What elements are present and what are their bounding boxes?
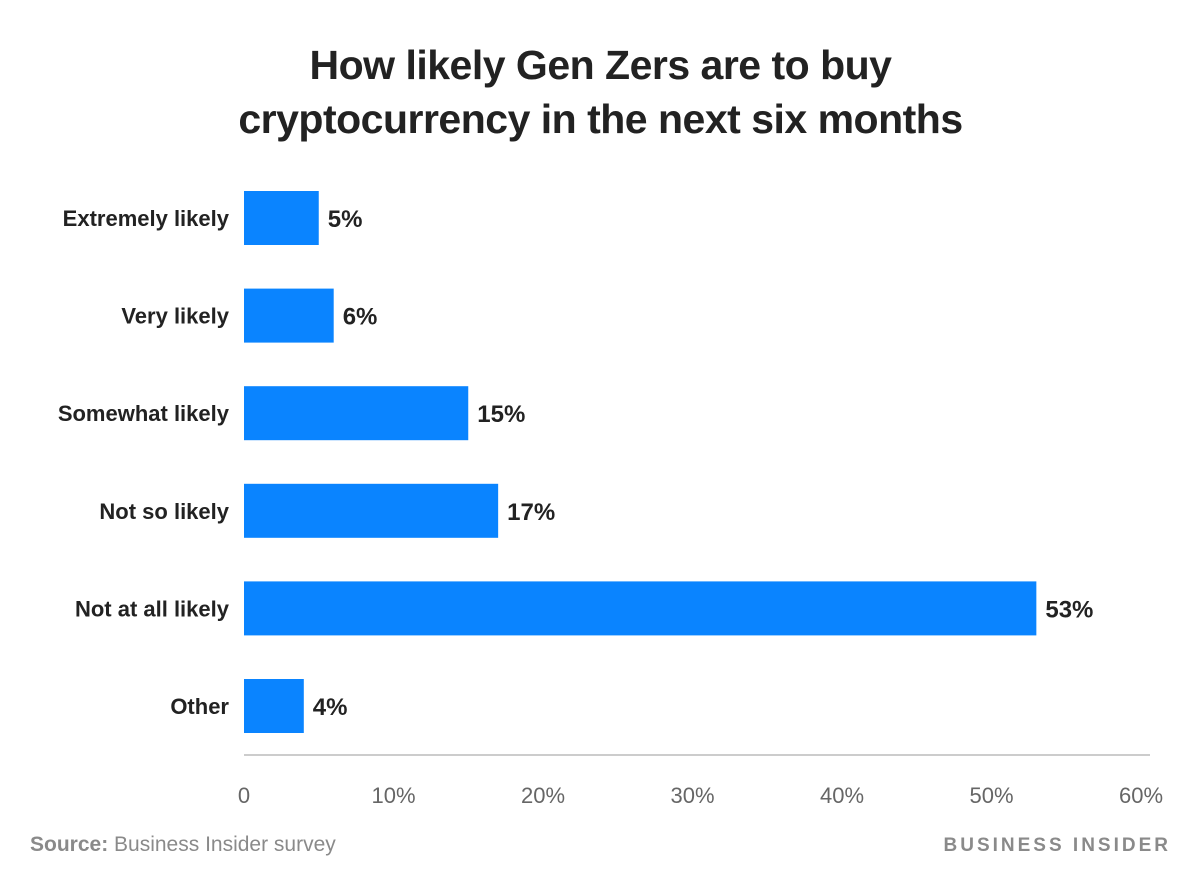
x-tick-label: 30% [670, 783, 714, 808]
source-note: Source: Business Insider survey [30, 833, 336, 857]
x-axis-ticks: 0 10% 20% 30% 40% 50% 60% [238, 783, 1163, 808]
source-text: Business Insider survey [108, 833, 336, 856]
category-label: Extremely likely [63, 206, 230, 231]
x-tick-label: 0 [238, 783, 250, 808]
data-label: 53% [1045, 596, 1093, 623]
category-label: Somewhat likely [58, 401, 230, 426]
chart-title: How likely Gen Zers are to buy cryptocur… [0, 38, 1201, 146]
bars-layer: Extremely likely 5% Very likely 6% Somewhat … [58, 191, 1093, 733]
category-label: Not at all likely [75, 596, 230, 621]
data-label: 15% [477, 401, 525, 428]
x-tick-label: 10% [371, 783, 415, 808]
x-tick-label: 40% [820, 783, 864, 808]
x-tick-label: 60% [1119, 783, 1163, 808]
category-label: Not so likely [99, 499, 229, 524]
bar [244, 483, 499, 538]
category-label: Other [170, 694, 229, 719]
data-label: 17% [507, 499, 555, 526]
chart-title-line-1: How likely Gen Zers are to buy [309, 42, 892, 88]
data-label: 6% [343, 304, 378, 331]
bar [244, 386, 469, 441]
bar [244, 581, 1037, 636]
chart-title-line-2: cryptocurrency in the next six months [238, 96, 963, 142]
data-label: 4% [313, 694, 348, 721]
x-tick-label: 50% [969, 783, 1013, 808]
category-label: Very likely [121, 304, 229, 329]
bar [244, 679, 304, 733]
source-label: Source: [30, 833, 109, 856]
data-label: 5% [328, 206, 363, 233]
brand-logo: BUSINESS INSIDER [943, 835, 1171, 856]
bar [244, 288, 334, 343]
bar [244, 191, 319, 245]
x-tick-label: 20% [521, 783, 565, 808]
